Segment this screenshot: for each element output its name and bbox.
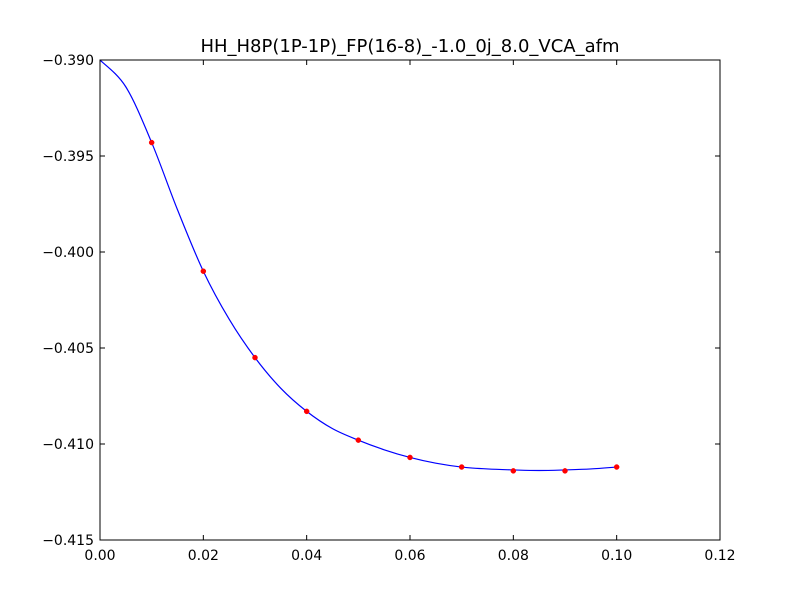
plot-frame bbox=[99, 59, 721, 541]
data-point bbox=[562, 468, 568, 474]
x-tick-label: 0.00 bbox=[84, 548, 115, 564]
x-tick-label: 0.12 bbox=[704, 548, 735, 564]
y-tick-label: −0.415 bbox=[42, 533, 94, 549]
data-point bbox=[407, 454, 413, 461]
series-line bbox=[99, 59, 617, 472]
data-point bbox=[303, 408, 310, 415]
data-point bbox=[200, 268, 207, 274]
y-tick-label: −0.410 bbox=[42, 437, 94, 453]
data-point bbox=[148, 139, 155, 146]
y-tick-label: −0.400 bbox=[42, 245, 94, 261]
y-tick-label: −0.390 bbox=[42, 53, 94, 69]
data-point bbox=[613, 464, 620, 470]
ticks-layer: 0.00 0.02 0.04 0.06 0.08 0.10 0.12 −0.390 −0.395… bbox=[42, 53, 735, 564]
x-tick-label: 0.02 bbox=[188, 548, 219, 564]
data-point bbox=[355, 437, 362, 443]
data-point bbox=[510, 468, 517, 474]
x-tick-label: 0.08 bbox=[498, 548, 529, 564]
x-tick-label: 0.10 bbox=[601, 548, 632, 564]
data-point bbox=[458, 464, 465, 470]
y-tick-label: −0.395 bbox=[42, 149, 94, 165]
plot-layer bbox=[99, 59, 620, 474]
chart-title: HH_H8P(1P-1P)_FP(16-8)_-1.0_0j_8.0_VCA_a… bbox=[200, 36, 619, 57]
x-tick-label: 0.06 bbox=[394, 548, 425, 564]
data-point bbox=[252, 354, 258, 361]
y-tick-label: −0.405 bbox=[42, 341, 94, 357]
x-tick-label: 0.04 bbox=[291, 548, 322, 564]
